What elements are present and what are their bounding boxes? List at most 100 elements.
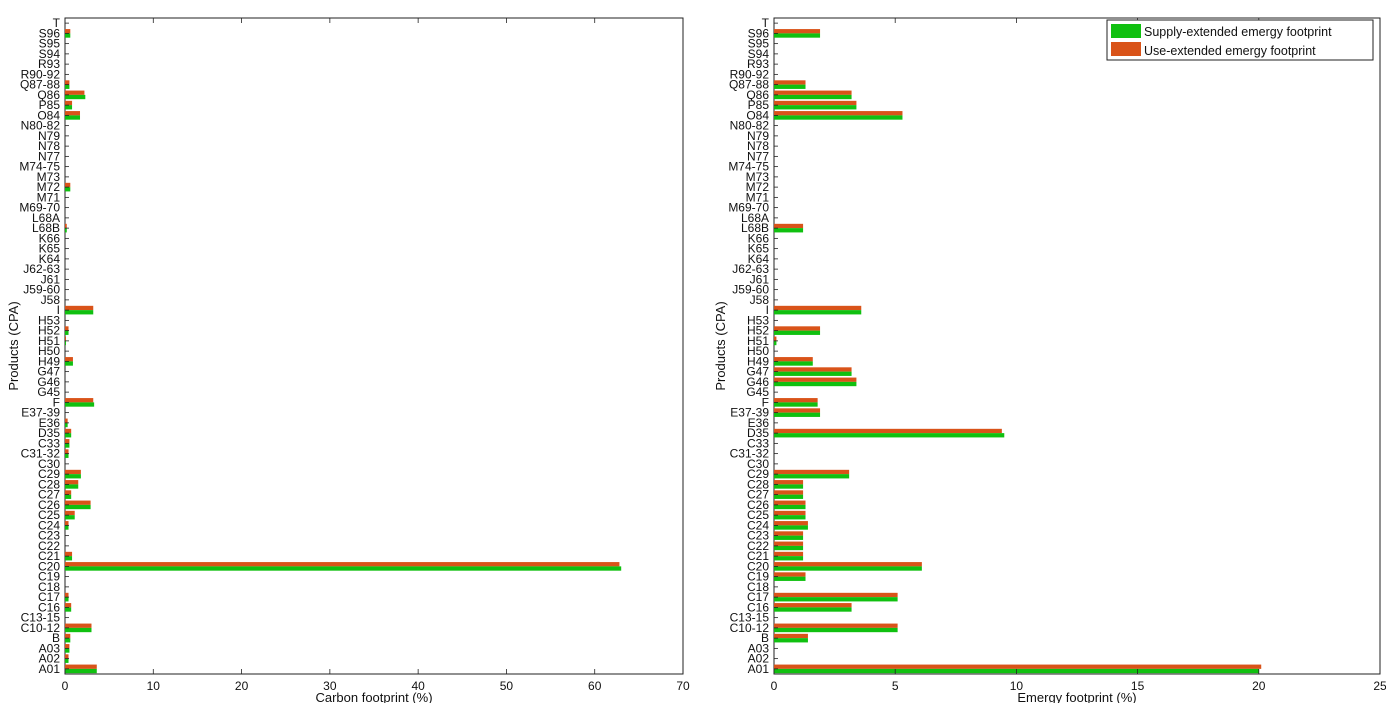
y-tick-label: T xyxy=(762,16,770,30)
bar-use-extended xyxy=(774,398,818,403)
plot-frame xyxy=(64,17,684,675)
y-tick-label: J62-63 xyxy=(23,262,60,276)
bar-supply-extended xyxy=(65,33,71,38)
y-tick-label: K64 xyxy=(39,252,61,266)
bar-supply-extended xyxy=(65,474,81,479)
bar-use-extended xyxy=(65,439,70,444)
y-axis-title: Products (CPA) xyxy=(6,301,21,390)
y-tick-labels: TS96S95S94R93R90-92Q87-88Q86P85O84N80-82… xyxy=(19,16,69,676)
bar-supply-extended xyxy=(65,433,72,438)
y-tick-label: C25 xyxy=(38,508,60,522)
bar-supply-extended xyxy=(774,105,857,110)
y-tick-label: C21 xyxy=(747,549,769,563)
bar-supply-extended xyxy=(774,545,804,551)
y-tick-label: R90-92 xyxy=(21,67,61,81)
bar-use-extended xyxy=(774,521,808,526)
y-tick-label: M74-75 xyxy=(728,160,769,174)
y-tick-label: Q86 xyxy=(746,88,769,102)
bar-use-extended xyxy=(65,357,73,362)
bar-supply-extended xyxy=(65,556,73,561)
x-tick-label: 70 xyxy=(676,679,690,693)
x-tick-label: 5 xyxy=(892,679,899,693)
y-tick-label: C28 xyxy=(38,477,60,491)
bar-supply-extended xyxy=(65,525,69,530)
bar-use-extended xyxy=(774,111,903,116)
bar-use-extended xyxy=(65,633,71,639)
bar-supply-extended xyxy=(774,627,898,633)
y-tick-labels: TS96S95S94R93R90-92Q87-88Q86P85O84N80-82… xyxy=(728,16,778,676)
y-tick-label: H50 xyxy=(747,344,769,358)
legend-label-use: Use-extended emergy footprint xyxy=(1144,44,1316,58)
bar-supply-extended xyxy=(65,484,79,489)
bar-supply-extended xyxy=(65,515,75,520)
y-tick-label: O84 xyxy=(746,108,769,122)
y-tick-label: N79 xyxy=(38,129,60,143)
bar-use-extended xyxy=(774,367,852,372)
bar-use-extended xyxy=(774,305,862,311)
y-tick-label: C26 xyxy=(38,498,60,512)
x-tick-label: 10 xyxy=(1010,679,1024,693)
bar-use-extended xyxy=(774,480,804,485)
bar-use-extended xyxy=(65,80,70,85)
y-tick-label: N78 xyxy=(38,139,60,153)
bar-supply-extended xyxy=(774,556,804,561)
bar-supply-extended xyxy=(65,115,81,120)
bar-supply-extended xyxy=(65,638,71,643)
legend-swatch-supply xyxy=(1111,24,1141,38)
y-tick-label: C23 xyxy=(747,529,769,543)
bar-use-extended xyxy=(65,223,67,229)
bar-use-extended xyxy=(774,551,804,557)
carbon-footprint-chart: TS96S95S94R93R90-92Q87-88Q86P85O84N80-82… xyxy=(6,16,690,703)
y-tick-label: C33 xyxy=(38,436,60,450)
bar-supply-extended xyxy=(774,371,852,376)
legend-swatch-use xyxy=(1111,42,1141,56)
y-tick-label: C31-32 xyxy=(730,447,770,461)
y-tick-label: G46 xyxy=(37,375,60,389)
y-tick-label: G47 xyxy=(37,365,60,379)
y-tick-label: H52 xyxy=(747,324,769,338)
y-tick-label: C10-12 xyxy=(730,621,770,635)
bar-use-extended xyxy=(65,428,72,434)
bar-supply-extended xyxy=(774,525,808,530)
bar-use-extended xyxy=(65,469,81,475)
y-tick-label: C24 xyxy=(38,518,60,532)
y-tick-label: C10-12 xyxy=(21,621,61,635)
bar-use-extended xyxy=(774,664,1262,669)
bar-supply-extended xyxy=(65,566,622,571)
bar-supply-extended xyxy=(65,228,67,233)
y-tick-label: C17 xyxy=(38,590,60,604)
bar-supply-extended xyxy=(65,330,69,335)
y-tick-label: C33 xyxy=(747,436,769,450)
bar-supply-extended xyxy=(774,228,804,233)
y-tick-label: M74-75 xyxy=(19,160,60,174)
y-tick-label: M72 xyxy=(37,180,61,194)
y-tick-label: N79 xyxy=(747,129,769,143)
y-tick-label: E37-39 xyxy=(21,406,60,420)
bar-supply-extended xyxy=(774,115,903,120)
bar-use-extended xyxy=(65,521,69,526)
x-axis-title: Emergy footprint (%) xyxy=(1017,690,1136,703)
bar-supply-extended xyxy=(65,84,70,89)
y-tick-label: D35 xyxy=(747,426,769,440)
y-tick-label: M71 xyxy=(746,190,770,204)
y-tick-label: H52 xyxy=(38,324,60,338)
x-tick-label: 20 xyxy=(235,679,249,693)
y-tick-label: J59-60 xyxy=(732,283,769,297)
bar-supply-extended xyxy=(774,638,808,643)
bar-use-extended xyxy=(774,100,857,106)
y-tick-label: E37-39 xyxy=(730,406,769,420)
emergy-footprint-chart: TS96S95S94R93R90-92Q87-88Q86P85O84N80-82… xyxy=(713,16,1386,703)
y-tick-label: C31-32 xyxy=(21,447,61,461)
bar-supply-extended xyxy=(774,535,804,540)
y-tick-label: A01 xyxy=(748,662,770,676)
y-tick-label: R90-92 xyxy=(730,67,770,81)
y-tick-label: H51 xyxy=(747,334,769,348)
bar-use-extended xyxy=(65,510,75,516)
y-tick-label: S96 xyxy=(748,26,770,40)
bar-supply-extended xyxy=(774,361,813,366)
y-tick-label: C27 xyxy=(38,488,60,502)
y-tick-label: J61 xyxy=(750,272,770,286)
bar-use-extended xyxy=(65,551,73,557)
bar-use-extended xyxy=(65,500,91,505)
